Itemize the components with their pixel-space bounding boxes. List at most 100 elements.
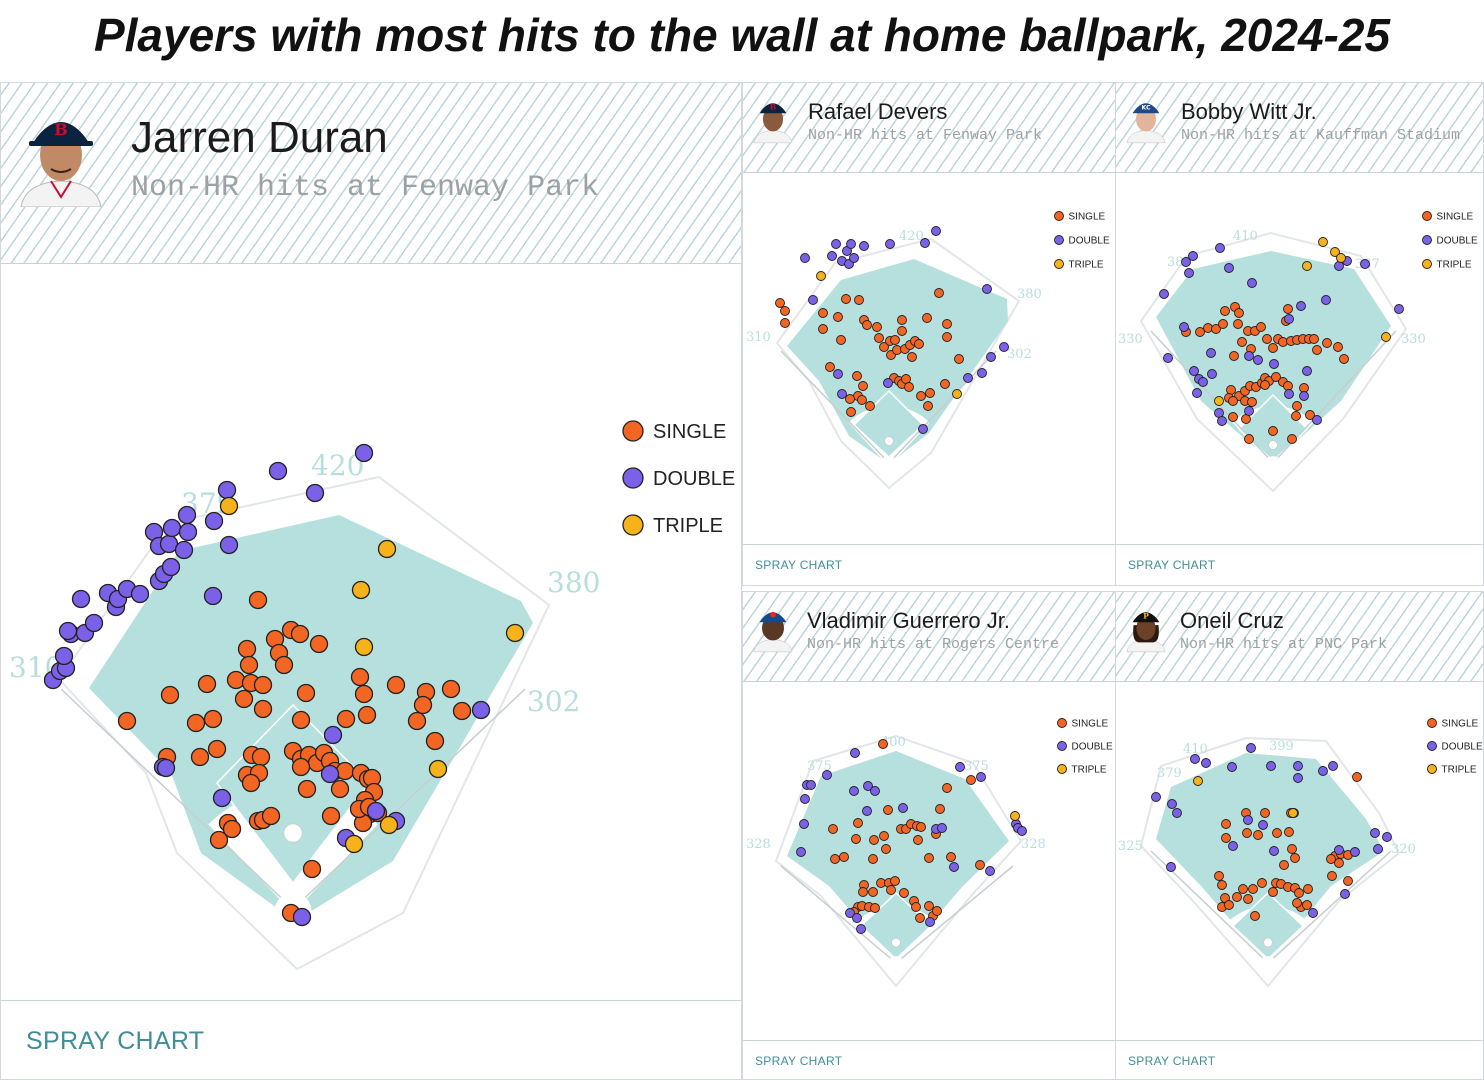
- hit-single: [818, 308, 828, 318]
- hit-single: [872, 322, 882, 332]
- hit-double: [323, 725, 343, 745]
- right-foul-line: [895, 865, 1014, 964]
- distance-label: 399: [1269, 739, 1294, 754]
- pitchers-mound: [283, 823, 303, 843]
- hit-double: [471, 700, 491, 720]
- svg-text:KC: KC: [1141, 104, 1151, 111]
- hit-single: [160, 685, 180, 705]
- hit-single: [237, 639, 257, 659]
- hit-single: [1294, 888, 1304, 898]
- outfield-grass: [787, 751, 1009, 963]
- spray-chart-link[interactable]: SPRAY CHART: [755, 558, 843, 572]
- player-headshot: B: [15, 107, 107, 207]
- hit-double: [859, 241, 869, 251]
- legend-single-marker: [1057, 718, 1067, 728]
- hit-double: [822, 770, 832, 780]
- hit-single: [1238, 884, 1248, 894]
- hit-triple: [219, 496, 239, 516]
- hit-double: [850, 748, 860, 758]
- panel-header: B Rafael Devers Non-HR hits at Fenway Pa…: [743, 83, 1115, 173]
- left-foul-line: [780, 865, 897, 964]
- hit-single: [1233, 319, 1243, 329]
- spray-chart-link[interactable]: SPRAY CHART: [755, 1054, 843, 1068]
- spray-chart-link[interactable]: SPRAY CHART: [1128, 1054, 1216, 1068]
- hit-double: [162, 518, 182, 538]
- hit-single: [879, 831, 889, 841]
- hit-single: [1352, 772, 1362, 782]
- hit-double: [827, 251, 837, 261]
- hit-single: [1278, 337, 1288, 347]
- hit-single: [253, 699, 273, 719]
- hit-single: [291, 757, 311, 777]
- left-foul-line: [60, 688, 294, 910]
- hit-single: [274, 655, 294, 675]
- hit-single: [336, 709, 356, 729]
- hit-double: [292, 907, 312, 927]
- hit-single: [916, 391, 926, 401]
- hit-double: [898, 803, 908, 813]
- hit-single: [879, 342, 889, 352]
- hit-double: [1318, 766, 1328, 776]
- svg-text:B: B: [54, 120, 68, 139]
- hit-single: [1217, 880, 1227, 890]
- player-panel-devers: B Rafael Devers Non-HR hits at Fenway Pa…: [742, 82, 1116, 586]
- hit-double: [1207, 369, 1217, 379]
- hit-double: [130, 584, 150, 604]
- hit-double: [1217, 416, 1227, 426]
- hit-single: [203, 709, 223, 729]
- hit-double: [976, 772, 986, 782]
- hit-single: [241, 773, 261, 793]
- hit-double: [1166, 862, 1176, 872]
- hit-double: [1215, 243, 1225, 253]
- player-name: Rafael Devers: [808, 99, 948, 124]
- hit-double: [1151, 792, 1161, 802]
- hit-double: [366, 801, 386, 821]
- hit-single: [226, 670, 246, 690]
- hit-single: [897, 315, 907, 325]
- hit-single: [932, 906, 942, 916]
- legend-double-label: DOUBLE: [1442, 742, 1483, 753]
- hit-single: [862, 320, 872, 330]
- hit-single: [425, 731, 445, 751]
- distance-label: 410: [1233, 229, 1258, 244]
- hit-single: [975, 860, 985, 870]
- distance-label: 310: [746, 330, 771, 345]
- hit-single: [1220, 306, 1230, 316]
- hit-single: [911, 902, 921, 912]
- hit-double: [1373, 844, 1383, 854]
- hit-double: [1167, 799, 1177, 809]
- hit-single: [1327, 871, 1337, 881]
- hit-triple: [1214, 396, 1224, 406]
- hit-triple: [816, 271, 826, 281]
- hit-single: [1292, 401, 1302, 411]
- spray-chart-link[interactable]: SPRAY CHART: [26, 1027, 205, 1055]
- hit-single: [1203, 323, 1213, 333]
- player-name: Bobby Witt Jr.: [1181, 99, 1317, 124]
- legend-single-label: SINGLE: [653, 421, 726, 443]
- hit-single: [207, 739, 227, 759]
- hit-double: [177, 505, 197, 525]
- pitchers-mound: [891, 937, 901, 948]
- hit-single: [1287, 434, 1297, 444]
- hit-double: [800, 253, 810, 263]
- hit-triple: [1302, 261, 1312, 271]
- hit-double: [1188, 251, 1198, 261]
- hit-single: [222, 819, 242, 839]
- hit-double: [982, 284, 992, 294]
- hit-double: [1192, 388, 1202, 398]
- hit-single: [1343, 876, 1353, 886]
- hit-triple: [379, 815, 399, 835]
- hit-triple: [1381, 332, 1391, 342]
- hit-double: [204, 511, 224, 531]
- hit-single: [1244, 434, 1254, 444]
- hit-single: [858, 887, 868, 897]
- player-panel-duran: B Jarren Duran Non-HR hits at Fenway Par…: [0, 82, 742, 1080]
- spray-chart-link[interactable]: SPRAY CHART: [1128, 558, 1216, 572]
- hit-single: [1247, 397, 1257, 407]
- panel-footer: SPRAY CHART: [1116, 1040, 1483, 1079]
- legend-single-label: SINGLE: [1072, 719, 1109, 730]
- panel-footer: SPRAY CHART: [743, 544, 1115, 585]
- hit-triple: [952, 389, 962, 399]
- hit-double: [1308, 908, 1318, 918]
- home-plate: [880, 456, 898, 474]
